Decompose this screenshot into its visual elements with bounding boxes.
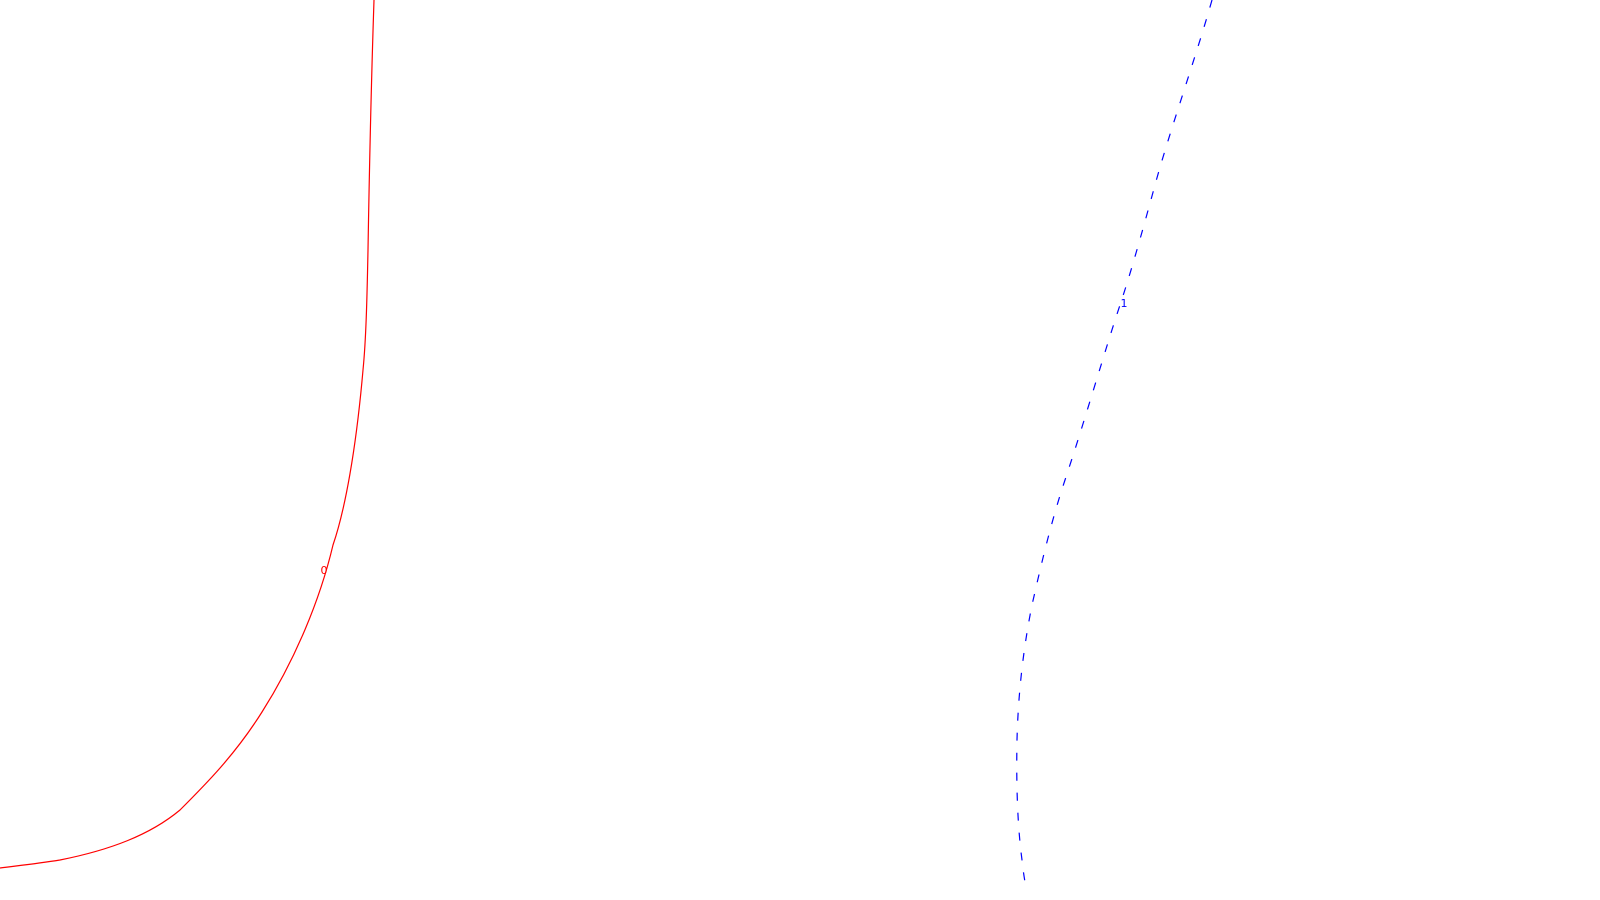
contour-line-0 <box>0 0 375 869</box>
contour-label-0: 0 <box>321 564 328 577</box>
contour-label-1: 1 <box>1121 297 1128 310</box>
contour-line-1 <box>1016 0 1213 883</box>
